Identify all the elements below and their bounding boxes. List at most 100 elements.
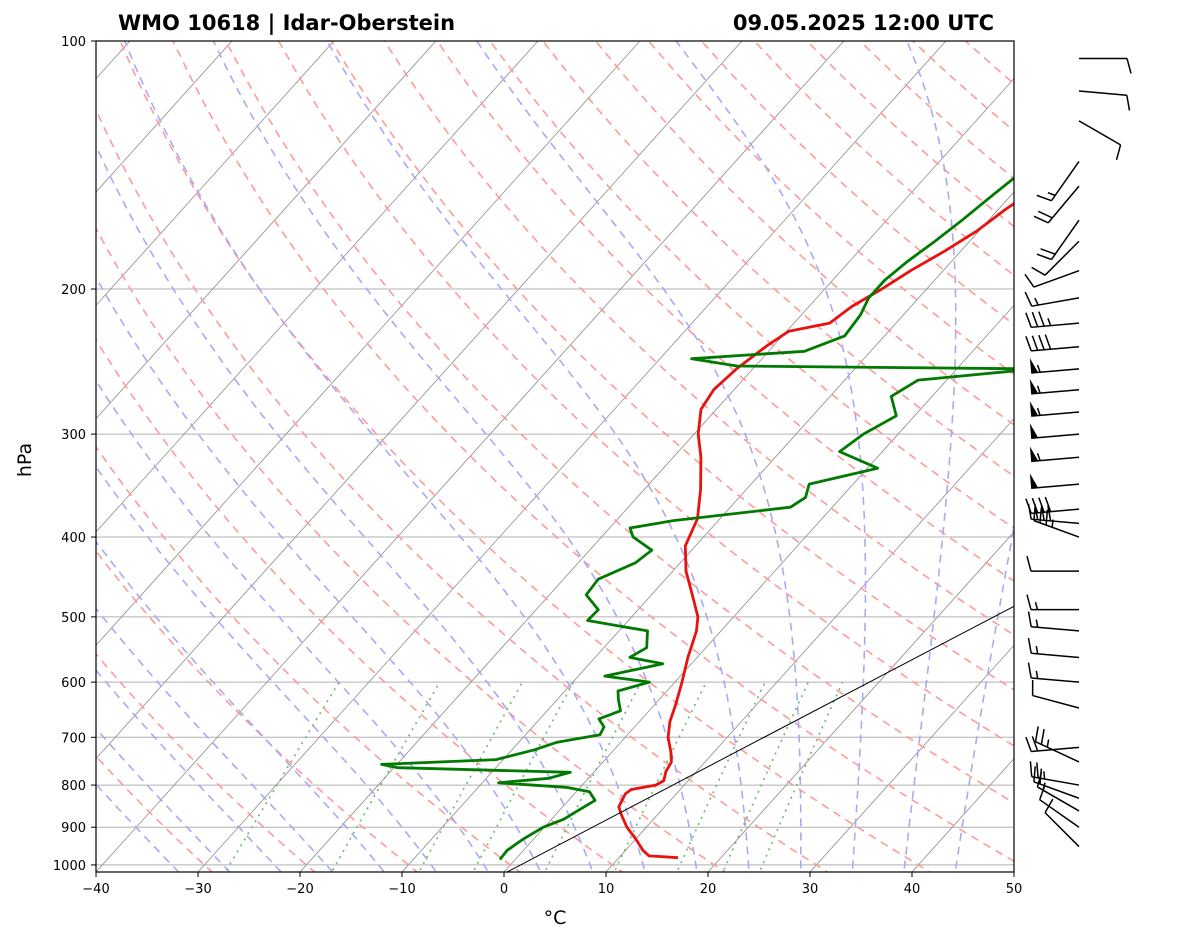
wind-barb-half — [1046, 739, 1050, 748]
wind-barb-full — [1036, 762, 1039, 778]
x-tick-label: −30 — [184, 882, 211, 897]
wind-barb-half — [1047, 318, 1052, 326]
isotherm-line — [96, 41, 641, 646]
wind-barb-staff — [1050, 219, 1080, 260]
wind-barb-full — [1036, 771, 1043, 788]
wind-barb — [1029, 761, 1080, 786]
wind-barb-staff — [1078, 120, 1121, 146]
wind-barb — [1029, 358, 1080, 374]
wind-barb — [1036, 160, 1080, 202]
wind-barb — [1078, 90, 1131, 111]
isotherm-line — [809, 644, 1014, 872]
dry-adiabat-line — [225, 41, 1014, 804]
wind-barb-full — [1031, 311, 1039, 327]
wind-barb-full — [1034, 726, 1039, 742]
dry-adiabat-line — [330, 41, 1014, 691]
dry-adiabat-line — [700, 41, 1014, 326]
wind-barb — [1024, 291, 1080, 307]
dry-adiabat-line — [96, 652, 316, 872]
chart-title-datetime: 09.05.2025 12:00 UTC — [733, 11, 994, 35]
data-series — [380, 176, 1014, 872]
y-tick-label: 500 — [61, 611, 86, 626]
dewpoint-line — [380, 176, 1014, 861]
y-tick-label: 100 — [61, 35, 86, 50]
x-tick-label: −20 — [286, 882, 313, 897]
dry-adiabat-line — [96, 755, 214, 872]
dry-adiabat-line — [595, 41, 1014, 426]
dry-adiabat-line — [859, 41, 1014, 180]
wind-barb — [1029, 423, 1080, 440]
wind-barb — [1025, 736, 1080, 753]
wind-barb-staff — [1031, 456, 1080, 463]
wind-barb-staff — [1031, 508, 1080, 515]
y-tick-label: 800 — [61, 779, 86, 794]
moist-adiabat-line — [326, 41, 750, 872]
plot-frame — [95, 40, 1015, 873]
wind-barb-staff — [1032, 694, 1080, 709]
wind-barb-full — [1038, 334, 1045, 351]
wind-barb-half — [1035, 646, 1039, 654]
wind-barb-staff — [1031, 297, 1080, 307]
y-tick-label: 900 — [61, 821, 86, 836]
wind-barb — [1025, 496, 1080, 515]
wind-barb-full — [1036, 194, 1052, 202]
wind-barb-staff — [1031, 677, 1080, 683]
isotherm-line — [401, 191, 1014, 872]
wind-barb-half — [1047, 192, 1056, 197]
mixing-ratio-line — [676, 681, 766, 872]
background-lines — [96, 41, 1014, 872]
wind-barb-full — [1025, 736, 1032, 752]
y-tick-label: 600 — [61, 676, 86, 691]
mixing-ratio-line — [613, 681, 708, 872]
wind-barb-full — [1044, 798, 1054, 813]
wind-barb-full — [1033, 766, 1037, 782]
mixing-ratio-line — [330, 681, 441, 872]
isotherm-line — [96, 41, 233, 193]
wind-barb-full — [1031, 266, 1046, 276]
mixing-ratio-line — [472, 681, 575, 872]
wind-barb — [1033, 185, 1080, 224]
moist-adiabat-line — [212, 41, 698, 872]
wind-barb — [1025, 334, 1080, 352]
wind-barb-full — [1040, 729, 1045, 745]
wind-barb-staff — [1033, 781, 1080, 799]
x-tick-label: 0 — [500, 882, 508, 897]
dry-adiabat-line — [96, 338, 624, 872]
wind-barb — [1027, 611, 1080, 632]
wind-barb-staff — [1033, 519, 1080, 538]
x-tick-label: −40 — [82, 882, 109, 897]
wind-barb — [1026, 594, 1079, 611]
wind-barb-half — [1036, 407, 1041, 416]
y-tick-label: 400 — [61, 531, 86, 546]
moist-adiabat-line — [475, 41, 802, 872]
axes: −40 −30 −20 −10 0 10 20 30 40 50 100 200 300 400 500 60… — [53, 35, 1022, 897]
wind-barb-half — [1043, 771, 1046, 780]
y-tick-label: 700 — [61, 731, 86, 746]
wind-barb-full — [1027, 611, 1032, 627]
wind-barb-full — [1026, 555, 1032, 572]
wind-barb-full — [1029, 761, 1033, 777]
dry-adiabat-line — [96, 107, 830, 872]
wind-barb-staff — [1044, 812, 1080, 848]
wind-barb-staff — [1031, 388, 1080, 395]
wind-barb-staff — [1031, 433, 1080, 440]
isotherm-line — [96, 41, 845, 872]
isotherm-line — [197, 41, 947, 872]
wind-barb-flag — [1029, 358, 1039, 374]
dry-adiabat-line — [753, 41, 1014, 277]
isotherm-line — [96, 41, 743, 760]
wind-barb-staff — [1031, 652, 1080, 659]
parcel-line — [506, 605, 1014, 872]
wind-barb-half — [1036, 453, 1041, 461]
wind-barb-flag — [1029, 423, 1039, 439]
wind-barb-full — [1027, 662, 1032, 679]
wind-barb-half — [1035, 670, 1039, 679]
wind-barb-half — [1051, 519, 1054, 528]
dry-adiabat-line — [96, 226, 727, 872]
isotherm-line — [911, 758, 1014, 872]
x-axis-label: °C — [544, 907, 567, 929]
wind-barb-half — [1036, 385, 1041, 394]
wind-barb-full — [1024, 291, 1033, 307]
dry-adiabat-line — [489, 41, 1014, 530]
